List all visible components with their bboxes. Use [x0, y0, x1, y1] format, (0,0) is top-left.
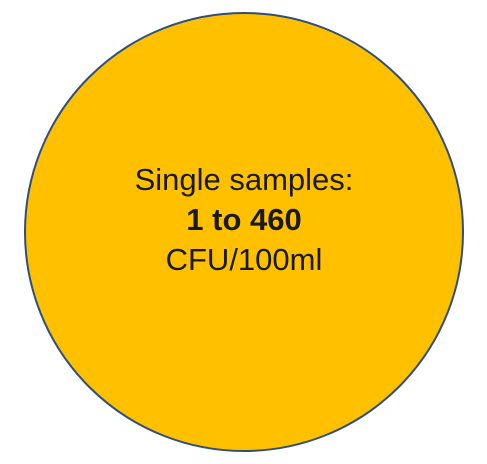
sample-range-label: Single samples: 1 to 460 CFU/100ml: [60, 160, 428, 280]
sample-range-circle: [24, 12, 464, 452]
label-line-unit: CFU/100ml: [165, 242, 323, 277]
label-line-range-value: 1 to 460: [186, 202, 302, 237]
label-line-single-samples: Single samples:: [134, 162, 354, 197]
